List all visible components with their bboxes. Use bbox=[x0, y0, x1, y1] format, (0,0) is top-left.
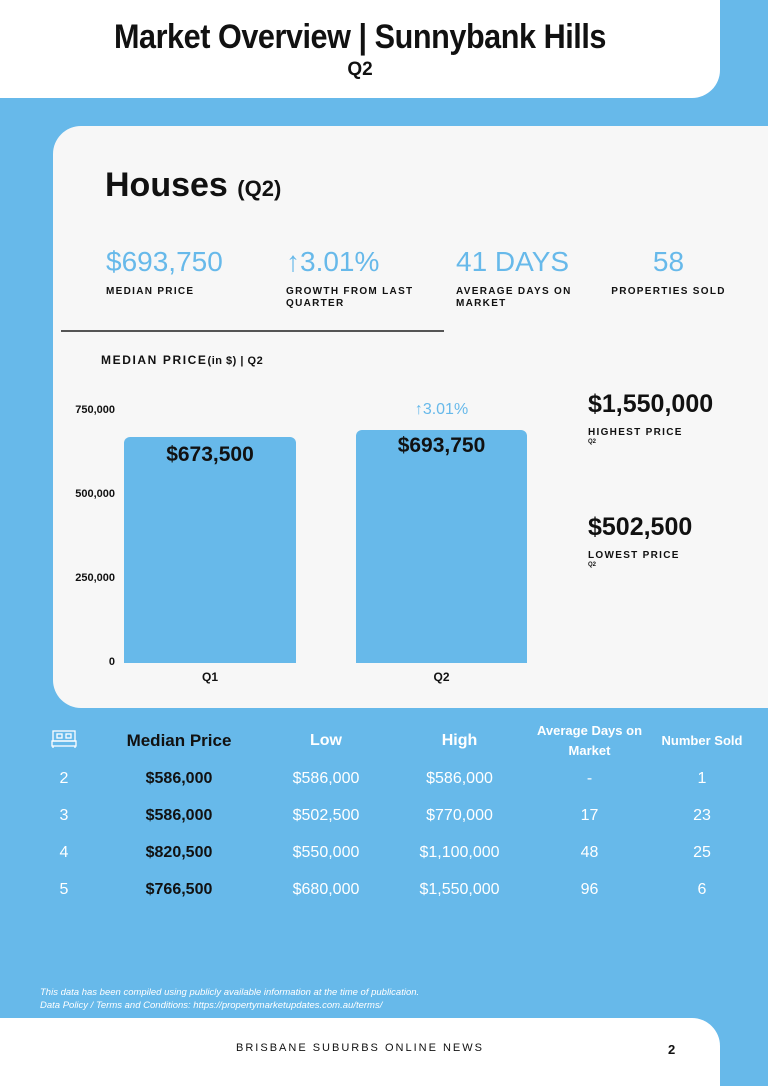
y-tick: 500,000 bbox=[75, 488, 115, 500]
y-tick: 750,000 bbox=[75, 404, 115, 416]
table-cell: 3 bbox=[59, 806, 69, 824]
disclaimer-line: This data has been compiled using public… bbox=[40, 987, 420, 998]
stat-label: MEDIAN PRICE bbox=[106, 286, 195, 297]
chart-title-text: MEDIAN PRICE bbox=[101, 353, 208, 367]
table-cell: $770,000 bbox=[426, 806, 493, 824]
stat-value: ↑3.01% bbox=[286, 246, 380, 277]
table-cell: 5 bbox=[59, 880, 69, 898]
table-cell: $550,000 bbox=[292, 843, 360, 861]
section-title: Houses (Q2) bbox=[105, 166, 281, 205]
bed-icon bbox=[40, 729, 88, 754]
table-cell: $586,000 bbox=[426, 769, 493, 787]
page-number: 2 bbox=[668, 1042, 676, 1057]
section-title-text: Houses bbox=[105, 166, 228, 204]
growth-annotation: ↑3.01% bbox=[414, 400, 469, 418]
page-title: Market Overview | Sunnybank Hills bbox=[113, 18, 606, 56]
table-cell: $1,100,000 bbox=[419, 843, 500, 861]
table-cell: 1 bbox=[697, 769, 707, 787]
table-cell: $502,500 bbox=[292, 806, 360, 824]
lowest-value: $502,500 bbox=[588, 513, 693, 541]
section-quarter: (Q2) bbox=[237, 176, 282, 201]
divider bbox=[61, 330, 444, 332]
x-label: Q1 bbox=[201, 670, 218, 684]
disclaimer: This data has been compiled using public… bbox=[40, 986, 419, 1012]
data-label: $693,750 bbox=[397, 433, 486, 457]
stat-growth: ↑3.01% GROWTH FROM LAST QUARTER bbox=[286, 246, 426, 310]
table-cell: $820,500 bbox=[145, 843, 213, 861]
highest-price: $1,550,000 HIGHEST PRICE Q2 bbox=[588, 390, 713, 445]
table-cell: 96 bbox=[580, 880, 599, 898]
table-cell: $766,500 bbox=[145, 880, 213, 898]
page-subtitle: Q2 bbox=[347, 59, 373, 80]
table-cell: $586,000 bbox=[145, 806, 213, 824]
table-cell: 2 bbox=[59, 769, 69, 787]
table-cell: $586,000 bbox=[145, 769, 213, 787]
stat-value: 58 bbox=[652, 246, 685, 277]
col-header: Low bbox=[310, 732, 342, 749]
stat-label: GROWTH FROM LAST QUARTER bbox=[286, 286, 414, 309]
stat-median: $693,750 MEDIAN PRICE bbox=[106, 246, 223, 298]
footer: BRISBANE SUBURBS ONLINE NEWS 2 bbox=[0, 1018, 720, 1086]
data-label: $673,500 bbox=[166, 442, 254, 466]
stat-label: PROPERTIES SOLD bbox=[611, 286, 726, 297]
col-header: Average Days on Market bbox=[537, 723, 643, 758]
table-row: 3 $586,000 $502,500 $770,000 17 23 bbox=[40, 797, 768, 834]
y-tick: 0 bbox=[108, 656, 115, 668]
table-row: 5 $766,500 $680,000 $1,550,000 96 6 bbox=[40, 871, 768, 908]
disclaimer-line: Data Policy / Terms and Conditions: http… bbox=[40, 1000, 383, 1011]
table-cell: 23 bbox=[693, 806, 711, 824]
stat-sold: 58 PROPERTIES SOLD bbox=[611, 246, 726, 298]
bedroom-table: Median Price Low High Average Days on Ma… bbox=[40, 720, 768, 908]
table-cell: $1,550,000 bbox=[419, 880, 500, 898]
stat-value: $693,750 bbox=[106, 246, 223, 277]
col-header: Median Price bbox=[126, 731, 232, 750]
lowest-label: LOWEST PRICE bbox=[588, 550, 680, 561]
chart-title-unit: (in $) | Q2 bbox=[207, 355, 264, 367]
header: Market Overview | Sunnybank Hills Q2 bbox=[0, 0, 720, 98]
houses-card: Houses (Q2) $693,750 MEDIAN PRICE ↑3.01% G… bbox=[53, 126, 768, 708]
col-header: High bbox=[441, 732, 478, 749]
bar-q2: $693,750 ↑3.01% bbox=[356, 401, 527, 663]
col-header: Number Sold bbox=[661, 733, 743, 748]
highest-value: $1,550,000 bbox=[588, 390, 714, 418]
table-cell: 25 bbox=[693, 843, 711, 861]
table-cell: $680,000 bbox=[292, 880, 360, 898]
table-cell: 17 bbox=[580, 806, 599, 824]
table-cell: - bbox=[586, 769, 593, 787]
y-tick: 250,000 bbox=[75, 572, 115, 584]
table-cell: $586,000 bbox=[292, 769, 360, 787]
stat-days: 41 DAYS AVERAGE DAYS ON MARKET bbox=[456, 246, 586, 310]
publisher-name: BRISBANE SUBURBS ONLINE NEWS bbox=[236, 1042, 484, 1054]
chart-title: MEDIAN PRICE(in $) | Q2 bbox=[101, 353, 263, 367]
table-header: Median Price Low High Average Days on Ma… bbox=[40, 720, 768, 762]
table-row: 2 $586,000 $586,000 $586,000 - 1 bbox=[40, 760, 768, 797]
table-cell: 48 bbox=[580, 843, 599, 861]
x-label: Q2 bbox=[433, 670, 450, 684]
highest-label: HIGHEST PRICE bbox=[588, 427, 683, 438]
table-cell: 4 bbox=[59, 843, 69, 861]
stat-value: 41 DAYS bbox=[456, 246, 570, 277]
table-cell: 6 bbox=[697, 880, 707, 898]
lowest-price: $502,500 LOWEST PRICE Q2 bbox=[588, 513, 692, 568]
stat-label: AVERAGE DAYS ON MARKET bbox=[456, 286, 572, 309]
highest-sub: Q2 bbox=[588, 439, 597, 445]
lowest-sub: Q2 bbox=[588, 562, 597, 568]
table-row: 4 $820,500 $550,000 $1,100,000 48 25 bbox=[40, 834, 768, 871]
bar-q1: $673,500 bbox=[124, 436, 296, 663]
